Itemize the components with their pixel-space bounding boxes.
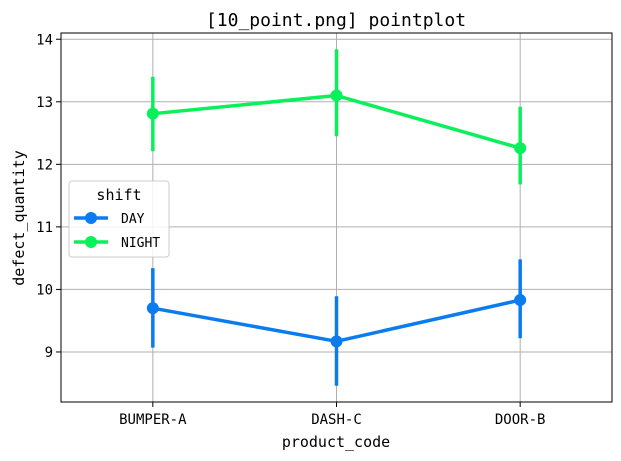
- y-tick-label: 11: [36, 220, 53, 236]
- legend-title: shift: [96, 186, 141, 204]
- legend-entry-label: NIGHT: [121, 236, 160, 251]
- y-tick-label: 14: [36, 32, 53, 48]
- data-point: [514, 294, 527, 307]
- y-tick-label: 9: [45, 345, 53, 361]
- y-tick-label: 10: [36, 282, 53, 298]
- legend-items: DAY NIGHT: [74, 212, 160, 251]
- y-axis-label: defect_quantity: [10, 150, 28, 285]
- legend-swatch-marker: [85, 236, 97, 248]
- data-point: [330, 335, 343, 348]
- data-point: [146, 107, 159, 120]
- x-tick-layer: BUMPER-A DASH-C DOOR-B: [119, 402, 545, 428]
- y-tick-label: 12: [36, 157, 53, 173]
- data-point: [330, 89, 343, 102]
- y-tick-layer: 9 10 11 12 13 14: [36, 32, 61, 361]
- y-tick-label: 13: [36, 95, 53, 111]
- legend-entry-label: DAY: [121, 212, 145, 227]
- x-tick-label: DOOR-B: [495, 412, 546, 428]
- legend: shift DAY NIGHT: [68, 180, 170, 258]
- x-axis-label: product_code: [282, 433, 390, 451]
- x-tick-label: DASH-C: [311, 412, 362, 428]
- data-point: [146, 302, 159, 315]
- point-layer: [146, 89, 527, 348]
- x-tick-label: BUMPER-A: [119, 412, 187, 428]
- chart-title: [10_point.png] pointplot: [206, 10, 466, 31]
- legend-swatch-marker: [85, 212, 97, 224]
- data-point: [514, 142, 527, 155]
